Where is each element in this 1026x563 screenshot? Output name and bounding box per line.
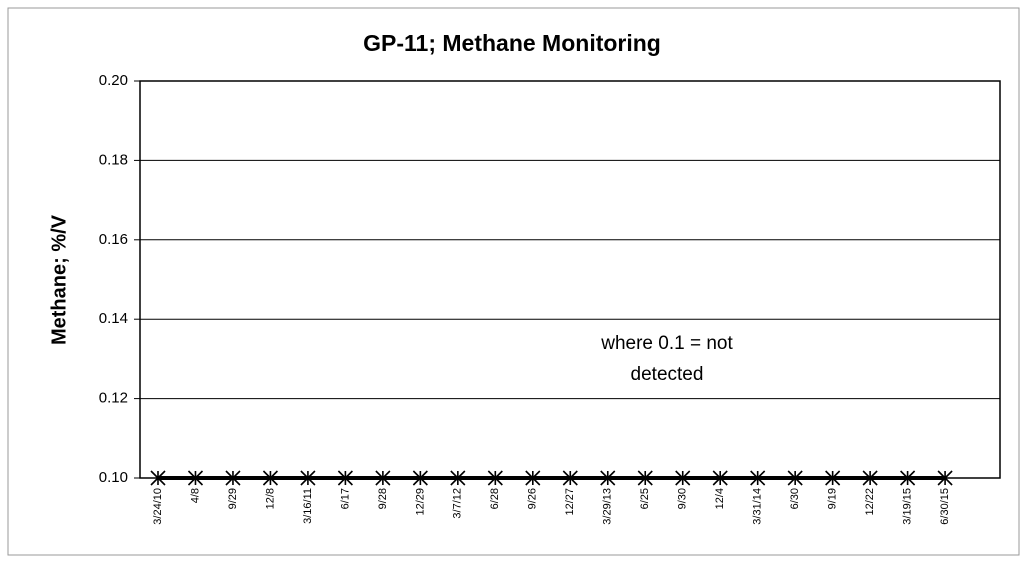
x-tick-label: 12/27: [564, 488, 576, 516]
marker: [150, 470, 166, 486]
x-tick-label: 6/30/15: [939, 488, 951, 525]
marker: [525, 470, 541, 486]
x-tick-label: 3/16/11: [302, 488, 314, 524]
annotation: detected: [631, 364, 704, 385]
chart-frame: [7, 7, 1020, 556]
marker: [937, 470, 953, 486]
y-tick-label: 0.20: [99, 72, 128, 89]
marker: [637, 470, 653, 486]
x-tick-label: 3/7/12: [452, 488, 464, 519]
y-tick-label: 0.10: [99, 469, 128, 486]
marker: [562, 470, 578, 486]
y-tick-label: 0.18: [99, 151, 128, 168]
y-tick-label: 0.14: [99, 310, 128, 327]
marker: [712, 470, 728, 486]
x-tick-label: 3/24/10: [152, 488, 164, 525]
x-tick-label: 9/30: [677, 488, 689, 509]
x-tick-label: 12/29: [414, 488, 426, 516]
x-tick-label: 6/30: [789, 488, 801, 509]
y-tick-label: 0.12: [99, 390, 128, 407]
marker: [300, 470, 316, 486]
x-tick-label: 9/28: [377, 488, 389, 509]
marker: [900, 470, 916, 486]
x-tick-label: 9/29: [227, 488, 239, 509]
x-tick-label: 4/8: [189, 488, 201, 503]
marker: [750, 470, 766, 486]
marker: [675, 470, 691, 486]
marker: [825, 470, 841, 486]
x-tick-label: 12/8: [264, 488, 276, 509]
marker: [787, 470, 803, 486]
x-tick-label: 6/28: [489, 488, 501, 509]
y-axis-label: Methane; %/V: [48, 214, 70, 345]
x-tick-label: 3/29/13: [602, 488, 614, 525]
x-tick-label: 6/25: [639, 488, 651, 509]
x-tick-label: 3/19/15: [902, 488, 914, 525]
chart-title: GP-11; Methane Monitoring: [363, 30, 661, 56]
marker: [187, 470, 204, 486]
x-tick-label: 9/19: [827, 488, 839, 509]
marker: [262, 470, 279, 486]
x-tick-label: 12/22: [864, 488, 876, 516]
marker: [600, 470, 616, 486]
annotation: where 0.1 = not: [600, 333, 733, 354]
y-tick-label: 0.16: [99, 231, 128, 248]
x-tick-label: 12/4: [714, 488, 726, 509]
marker: [862, 470, 878, 486]
x-tick-label: 6/17: [339, 488, 351, 509]
x-tick-label: 3/31/14: [752, 488, 764, 525]
x-tick-label: 9/26: [527, 488, 539, 509]
marker: [450, 470, 466, 486]
marker: [225, 470, 241, 486]
marker: [412, 470, 428, 486]
marker: [375, 470, 391, 486]
marker: [487, 470, 503, 486]
marker: [337, 470, 353, 486]
